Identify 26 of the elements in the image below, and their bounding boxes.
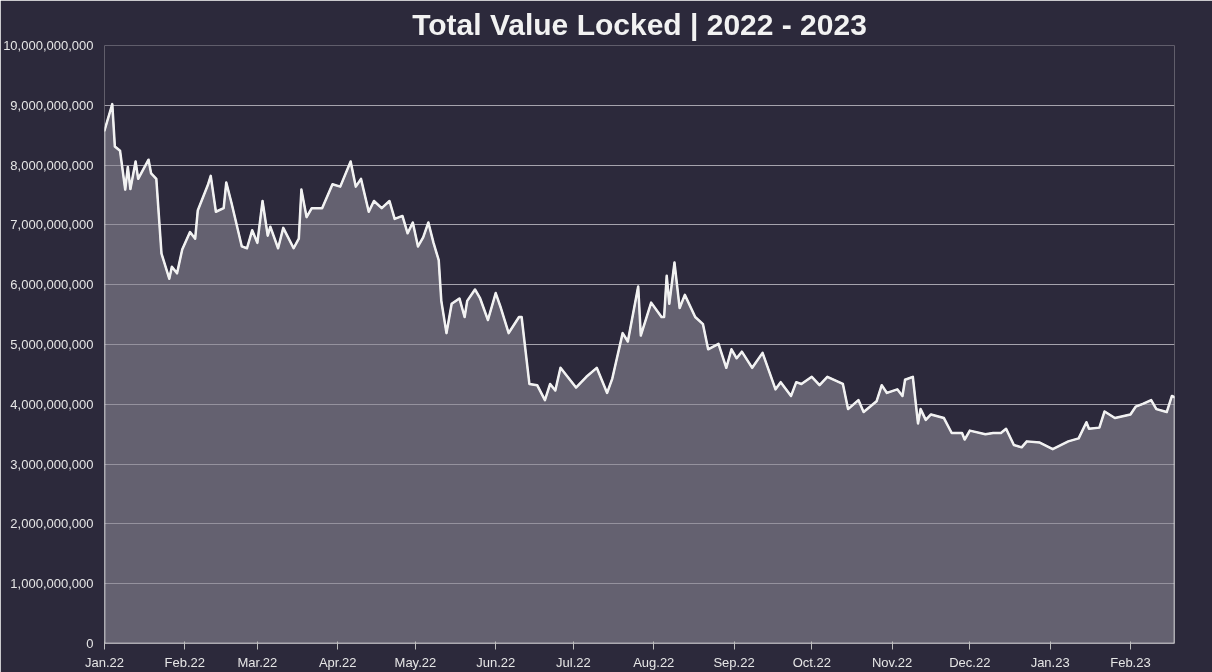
x-tick-label: Jan.22 [84,654,125,670]
x-tick-label: Feb.22 [164,654,206,670]
y-tick-label: 0 [86,636,94,651]
x-tick-label: Apr.22 [318,654,357,670]
y-tick-label: 5,000,000,000 [10,337,94,352]
y-tick-label: 6,000,000,000 [10,277,94,293]
y-tick-label: 9,000,000,000 [10,97,94,113]
x-tick-label: Jun.22 [476,654,516,670]
x-tick-label: Mar.22 [237,654,278,670]
x-tick-label: May.22 [394,654,437,670]
x-tick-label: Jan.23 [1030,654,1070,670]
y-tick-label: 10,000,000,000 [3,38,94,53]
chart-title: Total Value Locked | 2022 - 2023 [412,7,867,41]
x-tick-label: Jul.22 [556,654,591,670]
y-tick-label: 1,000,000,000 [10,576,94,592]
y-tick-label: 7,000,000,000 [10,217,94,233]
x-tick-label: Oct.22 [792,654,831,670]
x-tick-label: Sep.22 [713,654,755,670]
x-tick-label: Nov.22 [871,654,913,670]
y-tick-label: 4,000,000,000 [10,396,94,412]
x-tick-label: Feb.23 [1110,654,1151,670]
y-tick-label: 3,000,000,000 [10,456,94,472]
y-tick-label: 8,000,000,000 [10,157,94,173]
x-tick-label: Aug.22 [633,654,675,670]
x-tick-label: Dec.22 [949,654,991,670]
y-tick-label: 2,000,000,000 [10,516,94,532]
